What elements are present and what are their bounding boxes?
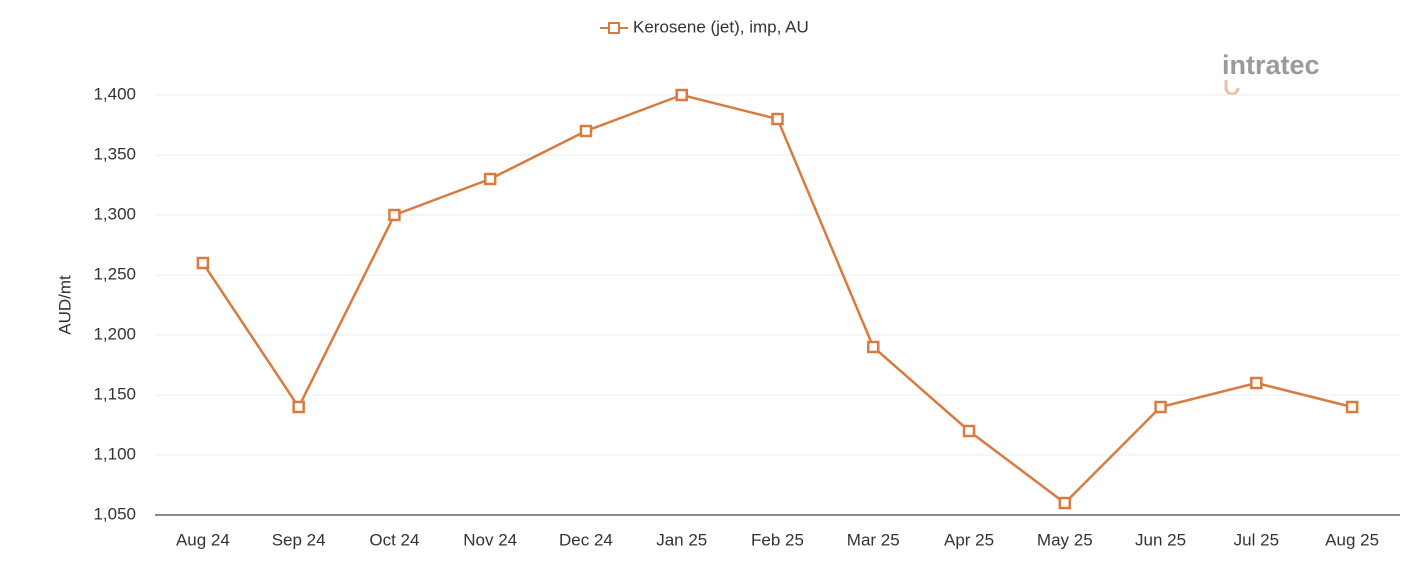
logo-text: intratec (1222, 50, 1320, 80)
point-marker (771, 112, 784, 126)
point-marker (1345, 400, 1359, 414)
x-tick-label: May 25 (1037, 530, 1093, 549)
x-tick-label: Mar 25 (847, 530, 900, 549)
y-tick-label: 1,300 (93, 204, 136, 223)
point-marker (579, 124, 593, 138)
x-tick-label: Oct 24 (369, 530, 419, 549)
x-tick-label: Dec 24 (559, 530, 613, 549)
y-tick-label: 1,250 (93, 264, 136, 283)
y-tick-label: 1,100 (93, 444, 136, 463)
point-marker (962, 424, 976, 438)
point-marker (1058, 496, 1072, 510)
y-tick-label: 1,150 (93, 384, 136, 403)
point-marker (483, 172, 497, 186)
x-tick-label: Nov 24 (463, 530, 517, 549)
point-marker (292, 400, 305, 414)
point-marker (388, 208, 401, 222)
y-axis-label: AUD/mt (55, 275, 74, 335)
y-tick-label: 1,400 (93, 84, 136, 103)
logo: intratec (1222, 50, 1320, 96)
x-tick-label: Jul 25 (1234, 530, 1279, 549)
x-tick-label: Sep 24 (272, 530, 326, 549)
series-line (201, 93, 1353, 505)
x-tick-label: Jan 25 (656, 530, 707, 549)
point-marker (196, 256, 210, 270)
point-marker (675, 88, 688, 102)
x-tick-label: Aug 24 (176, 530, 230, 549)
y-tick-label: 1,350 (93, 144, 136, 163)
x-tick-label: Feb 25 (751, 530, 804, 549)
y-tick-label: 1,050 (93, 504, 136, 523)
logo-icon (1224, 80, 1240, 96)
legend-marker (608, 22, 620, 34)
legend-label: Kerosene (jet), imp, AU (633, 17, 809, 36)
y-tick-label: 1,200 (93, 324, 136, 343)
point-marker (867, 340, 880, 354)
x-tick-label: Aug 25 (1325, 530, 1379, 549)
point-marker (1250, 376, 1263, 390)
x-tick-label: Jun 25 (1135, 530, 1186, 549)
point-marker (1154, 400, 1167, 414)
x-tick-label: Apr 25 (944, 530, 994, 549)
